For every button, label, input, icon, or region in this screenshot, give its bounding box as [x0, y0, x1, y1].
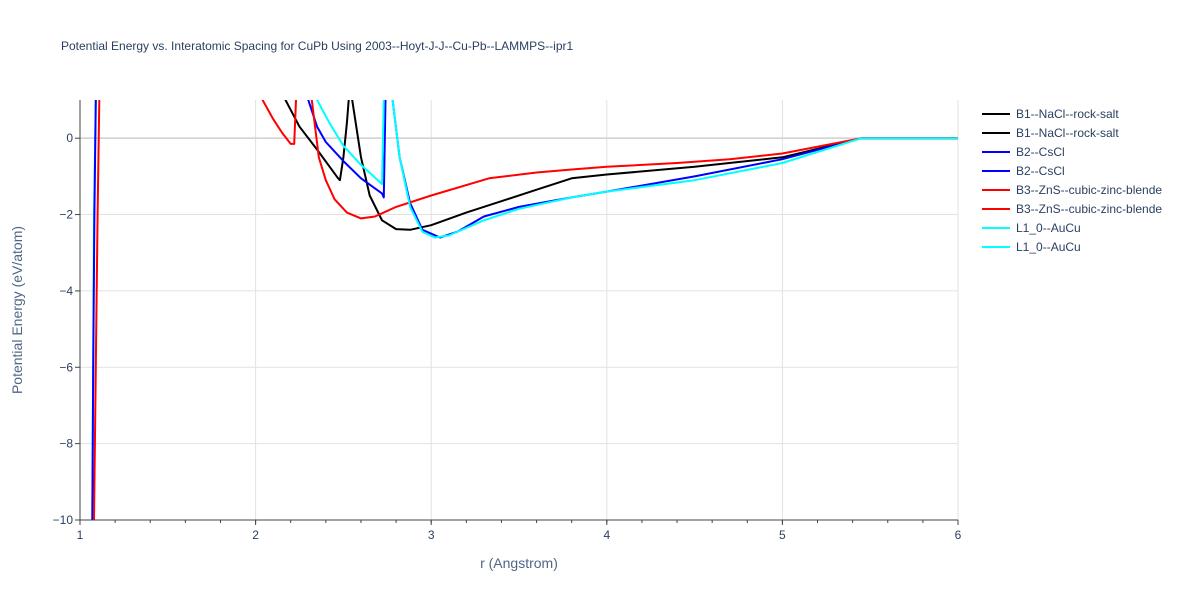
- y-tick-label: −2: [59, 208, 73, 222]
- y-tick-label: −8: [59, 437, 73, 451]
- series-line: [284, 100, 350, 182]
- legend-label: B2--CsCl: [1016, 145, 1065, 159]
- x-tick-label: 2: [252, 528, 259, 542]
- series-line: [307, 100, 387, 199]
- legend-label: B2--CsCl: [1016, 164, 1065, 178]
- plot-area: [91, 100, 958, 520]
- y-tick-label: −10: [53, 513, 74, 527]
- legend-label: B3--ZnS--cubic-zinc-blende: [1016, 183, 1162, 197]
- y-tick-label: −4: [59, 284, 73, 298]
- series-line: [316, 100, 385, 185]
- x-tick-label: 6: [955, 528, 962, 542]
- series-line-steep: [91, 100, 97, 520]
- legend-label: L1_0--AuCu: [1016, 221, 1081, 235]
- chart-title: Potential Energy vs. Interatomic Spacing…: [61, 39, 574, 53]
- legend-label: B1--NaCl--rock-salt: [1016, 107, 1119, 121]
- series-line: [261, 100, 297, 145]
- series-line: [391, 100, 958, 239]
- x-tick-label: 5: [779, 528, 786, 542]
- series-line: [351, 100, 958, 231]
- x-tick-label: 3: [428, 528, 435, 542]
- series-line-steep: [93, 100, 101, 520]
- legend-label: B3--ZnS--cubic-zinc-blende: [1016, 202, 1162, 216]
- x-tick-label: 1: [77, 528, 84, 542]
- x-axis-title: r (Angstrom): [480, 555, 558, 571]
- legend-label: L1_0--AuCu: [1016, 240, 1081, 254]
- y-tick-label: 0: [66, 131, 73, 145]
- y-tick-label: −6: [59, 360, 73, 374]
- legend: B1--NaCl--rock-salt B1--NaCl--rock-salt B2…: [982, 107, 1162, 254]
- x-tick-label: 4: [603, 528, 610, 542]
- legend-label: B1--NaCl--rock-salt: [1016, 126, 1119, 140]
- series-line: [310, 100, 958, 220]
- axes: 1 2 3 4 5 6 0 −2 −4 −6 −8 −10: [53, 100, 962, 542]
- y-axis-title: Potential Energy (eV/atom): [9, 226, 25, 394]
- series-line: [391, 100, 958, 239]
